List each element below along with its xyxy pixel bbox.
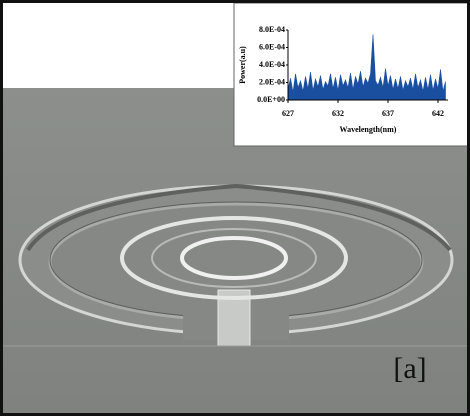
- x-tick-label: 642: [432, 109, 444, 118]
- x-tick-label: 632: [332, 109, 344, 118]
- y-tick-label: 6.0E-04: [259, 42, 285, 51]
- x-tick-label: 627: [282, 109, 294, 118]
- spectrum: [287, 34, 446, 101]
- x-tick-label: 637: [382, 109, 394, 118]
- y-tick-label: 8.0E-04: [259, 25, 285, 34]
- y-tick-label: 0.0E+00: [257, 95, 285, 104]
- x-axis-label: Wavelength(nm): [340, 125, 397, 134]
- inset-chart: 0.0E+00 2.0E-04 4.0E-04 6.0E-04 8.0E-04 627 63…: [238, 25, 448, 134]
- y-tick-label: 4.0E-04: [259, 60, 285, 69]
- ring-structure: [3, 183, 467, 347]
- panel-label: [a]: [393, 352, 426, 385]
- y-tick-label: 2.0E-04: [259, 77, 285, 86]
- y-axis-label: Power(a.u): [238, 46, 247, 84]
